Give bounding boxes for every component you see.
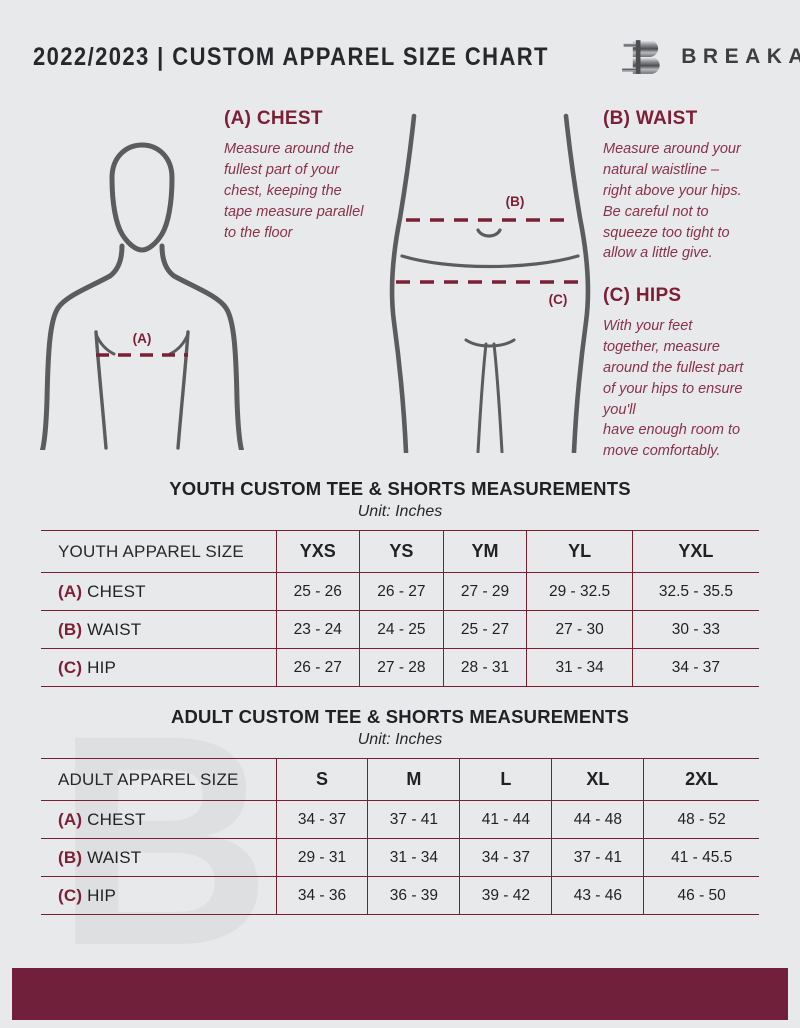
adult-table-title: ADULT CUSTOM TEE & SHORTS MEASUREMENTS [170,706,630,727]
table-cell: 41 - 44 [459,800,553,839]
note-hips-body: With your feet together, measure around … [603,318,744,460]
table-cell: 32.5 - 35.5 [631,572,759,611]
youth-table-title: YOUTH CUSTOM TEE & SHORTS MEASUREMENTS [169,478,631,499]
table-cell: 39 - 42 [459,876,553,915]
table-cell: 27 - 29 [442,572,528,611]
note-hips-title: (C) HIPS [603,285,682,306]
table-cell: 24 - 25 [359,610,444,649]
youth-size-header: YXL [631,530,759,573]
row-tag: (B) [58,619,83,639]
adult-size-header: 2XL [643,758,759,801]
note-hips: (C) HIPS With your feet together, measur… [603,285,773,462]
adult-measurements-table: ADULT APPAREL SIZE S M L XL 2XL (A) CHES… [41,758,759,915]
table-cell: 27 - 28 [359,648,444,687]
note-waist-title: (B) WAIST [603,108,698,129]
adult-size-header: M [367,758,461,801]
row-tag: (A) [58,581,83,601]
adult-size-header: S [275,758,369,801]
row-label-text: CHEST [87,581,146,601]
adult-row-label-waist: (B) WAIST [41,838,277,877]
youth-row-label-chest: (A) CHEST [41,572,277,611]
note-chest-title: (A) CHEST [224,108,323,129]
table-row: (A) CHEST 34 - 37 37 - 41 41 - 44 44 - 4… [41,800,759,839]
youth-row-label-hip: (C) HIP [41,648,277,687]
youth-row-label-waist: (B) WAIST [41,610,277,649]
youth-row-header-label: YOUTH APPAREL SIZE [41,530,277,573]
note-waist: (B) WAIST Measure around your natural wa… [603,108,773,264]
table-cell: 37 - 41 [551,838,645,877]
table-cell: 48 - 52 [643,800,759,839]
youth-table-block: YOUTH CUSTOM TEE & SHORTS MEASUREMENTS U… [41,478,759,687]
table-cell: 36 - 39 [367,876,461,915]
breakaway-b-monogram-icon [622,40,660,74]
table-cell: 25 - 26 [275,572,361,611]
adult-size-header: L [459,758,553,801]
adult-row-label-hip: (C) HIP [41,876,277,915]
table-cell: 37 - 41 [367,800,461,839]
adult-row-header-label: ADULT APPAREL SIZE [41,758,277,801]
table-cell: 23 - 24 [275,610,361,649]
table-cell: 26 - 27 [359,572,444,611]
table-cell: 46 - 50 [643,876,759,915]
table-cell: 34 - 36 [275,876,369,915]
waist-line-label: (B) [506,194,525,209]
hip-line-label: (C) [549,292,568,307]
table-cell: 29 - 31 [275,838,369,877]
table-cell: 26 - 27 [275,648,361,687]
table-row: (C) HIP 26 - 27 27 - 28 28 - 31 31 - 34 … [41,648,759,687]
row-tag: (C) [58,885,83,905]
note-waist-body: Measure around your natural waistline – … [603,141,742,262]
table-cell: 34 - 37 [275,800,369,839]
row-label-text: HIP [87,657,117,677]
table-cell: 25 - 27 [442,610,528,649]
table-cell: 28 - 31 [442,648,528,687]
table-cell: 34 - 37 [631,648,759,687]
row-label-text: WAIST [87,847,142,867]
table-cell: 34 - 37 [459,838,553,877]
table-cell: 29 - 32.5 [526,572,633,611]
table-cell: 31 - 34 [526,648,633,687]
table-cell: 41 - 45.5 [643,838,759,877]
measurement-figures: (A) (B) (C) [0,100,800,460]
table-row: (B) WAIST 23 - 24 24 - 25 25 - 27 27 - 3… [41,610,759,649]
footer-bar [12,968,788,1020]
table-cell: 30 - 33 [631,610,759,649]
row-tag: (B) [58,847,83,867]
brand-name: BREAKAWAY [681,45,800,68]
row-tag: (A) [58,809,83,829]
adult-row-label-chest: (A) CHEST [41,800,277,839]
lower-body-silhouette-icon: (B) (C) [389,113,591,453]
table-cell: 43 - 46 [551,876,645,915]
table-header-row: ADULT APPAREL SIZE S M L XL 2XL [41,758,759,801]
adult-size-header: XL [551,758,645,801]
youth-table-unit: Unit: Inches [357,503,443,520]
upper-body-silhouette-icon: (A) [39,142,245,450]
table-cell: 27 - 30 [526,610,633,649]
youth-size-header: YS [359,530,444,573]
youth-measurements-table: YOUTH APPAREL SIZE YXS YS YM YL YXL (A) … [41,530,759,687]
youth-size-header: YXS [275,530,361,573]
chest-line-label: (A) [133,331,152,346]
row-tag: (C) [58,657,83,677]
page-title: 2022/2023 | CUSTOM APPAREL SIZE CHART [33,42,549,71]
adult-table-block: ADULT CUSTOM TEE & SHORTS MEASUREMENTS U… [41,706,759,915]
page-header: 2022/2023 | CUSTOM APPAREL SIZE CHART BR… [0,34,800,80]
note-chest-body: Measure around the fullest part of your … [224,141,364,241]
brand-lockup: BREAKAWAY [619,34,800,80]
row-label-text: CHEST [87,809,146,829]
table-header-row: YOUTH APPAREL SIZE YXS YS YM YL YXL [41,530,759,573]
note-chest: (A) CHEST Measure around the fullest par… [224,108,399,243]
row-label-text: HIP [87,885,117,905]
table-row: (A) CHEST 25 - 26 26 - 27 27 - 29 29 - 3… [41,572,759,611]
youth-size-header: YL [526,530,633,573]
row-label-text: WAIST [87,619,142,639]
adult-table-unit: Unit: Inches [357,731,443,748]
table-cell: 31 - 34 [367,838,461,877]
table-row: (C) HIP 34 - 36 36 - 39 39 - 42 43 - 46 … [41,876,759,915]
table-row: (B) WAIST 29 - 31 31 - 34 34 - 37 37 - 4… [41,838,759,877]
table-cell: 44 - 48 [551,800,645,839]
youth-size-header: YM [442,530,528,573]
